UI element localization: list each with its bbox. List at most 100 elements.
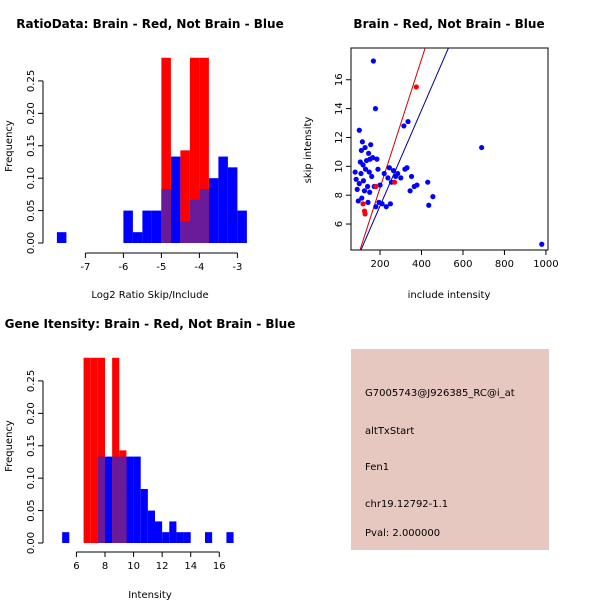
ratio-notbrain-bar-6: [170, 156, 181, 243]
scatter-notbrain-point: [390, 168, 397, 174]
intensity-notbrain-bar-9: [155, 521, 163, 543]
intensity-brain-bar-1: [90, 357, 98, 543]
scatter-x-tick-label: 800: [495, 259, 514, 270]
intensity-notbrain-bar-10: [162, 532, 170, 543]
ratio-y-tick-label: 0.25: [26, 70, 37, 92]
scatter-x-tick-label: 600: [453, 259, 472, 270]
intensity-notbrain-bar-14: [205, 532, 213, 543]
scatter-notbrain-point: [386, 165, 392, 171]
scatter-points: [352, 58, 545, 247]
scatter-notbrain-point: [395, 170, 401, 177]
scatter-brain-point: [373, 183, 379, 190]
scatter-fit-lines: [359, 48, 449, 250]
ratio-notbrain-bar-11: [218, 156, 228, 243]
ratio-y-tick-label: 0.10: [26, 167, 37, 189]
scatter-notbrain-fit-line: [360, 48, 449, 250]
scatter-notbrain-point: [359, 195, 365, 201]
scatter-notbrain-point: [365, 199, 371, 205]
intensity-x-tick-label: 16: [213, 561, 226, 572]
scatter-axes: 200 400 600 800 1000 6 8 10 12 14 16: [334, 73, 559, 270]
scatter-notbrain-point: [358, 147, 364, 154]
intensity-notbrain-bar-5: [126, 456, 134, 543]
intensity-y-tick-label: 0.10: [26, 467, 37, 489]
scatter-notbrain-point: [375, 166, 381, 172]
intensity-notbrain-bar-15: [226, 532, 234, 543]
intensity-brain-bar-3: [112, 357, 120, 543]
intensity-x-tick-label: 8: [102, 561, 108, 572]
intensity-y-tick-label: 0.00: [26, 532, 37, 554]
ratio-x-tick-label: -6: [118, 262, 128, 273]
ratio-notbrain-bar-3: [142, 210, 152, 243]
intensity-overlap-bar-4: [119, 456, 127, 543]
scatter-notbrain-point: [364, 183, 371, 190]
scatter-notbrain-point: [408, 173, 415, 180]
scatter-xlabel: include intensity: [408, 290, 491, 301]
scatter-notbrain-point: [360, 162, 366, 168]
scatter-brain-point: [362, 211, 368, 217]
ratio-histogram-panel: RatioData: Brain - Red, Not Brain - Blue…: [4, 17, 284, 301]
ratio-x-tick-label: -4: [194, 262, 204, 273]
scatter-brain-point: [360, 201, 366, 207]
scatter-notbrain-point: [356, 181, 362, 187]
ratio-notbrain-bar-4: [151, 210, 162, 243]
ratio-notbrain-bar-12: [227, 167, 238, 243]
intensity-notbrain-bar-8: [147, 510, 155, 543]
scatter-notbrain-point: [405, 118, 411, 125]
intensity-histogram-panel: Gene Itensity: Brain - Red, Not Brain - …: [4, 317, 295, 601]
scatter-title: Brain - Red, Not Brain - Blue: [353, 17, 544, 31]
ratio-x-tick-label: -7: [80, 262, 90, 273]
intensity-overlap-bar-1: [97, 456, 105, 543]
intensity-notbrain-bar-12: [176, 532, 184, 543]
scatter-notbrain-point: [414, 182, 420, 188]
intensity-x-tick-label: 12: [156, 561, 169, 572]
intensity-histogram-ylabel: Frequency: [4, 420, 15, 472]
ratio-overlap-bar-8: [189, 199, 200, 243]
scatter-notbrain-point: [361, 188, 368, 194]
ratio-histogram-axes: 0.00 0.05 0.10 0.15 0.20 0.25 -7 -6 -5 -4 -3: [26, 70, 242, 273]
intensity-x-tick-label: 10: [127, 561, 140, 572]
ratio-x-tick-label: -5: [156, 262, 166, 273]
scatter-notbrain-point: [359, 139, 366, 145]
scatter-notbrain-point: [372, 106, 379, 112]
scatter-ylabel: skip intensity: [303, 117, 314, 184]
info-probe-id: G7005743@J926385_RC@i_at: [365, 388, 515, 399]
scatter-notbrain-point: [358, 170, 364, 177]
scatter-notbrain-point: [353, 176, 359, 182]
scatter-notbrain-point: [355, 198, 361, 204]
scatter-notbrain-point: [366, 150, 372, 156]
ratio-histogram-ylabel: Frequency: [4, 120, 15, 172]
scatter-notbrain-point: [430, 194, 436, 200]
intensity-x-tick-label: 6: [73, 561, 79, 572]
scatter-notbrain-point: [426, 202, 432, 208]
scatter-notbrain-point: [425, 179, 431, 185]
scatter-brain-point: [391, 179, 398, 185]
intensity-y-tick-label: 0.20: [26, 402, 37, 424]
scatter-x-tick-label: 400: [412, 259, 431, 270]
scatter-notbrain-point: [539, 241, 545, 247]
intensity-histogram-bars: [62, 357, 234, 543]
intensity-brain-bar-2: [97, 357, 105, 543]
info-gene-name: Fen1: [365, 462, 389, 473]
scatter-y-tick-label: 14: [334, 102, 345, 115]
scatter-notbrain-point: [356, 127, 362, 133]
info-event-type: altTxStart: [365, 426, 414, 437]
scatter-y-tick-label: 10: [334, 160, 345, 173]
scatter-notbrain-point: [404, 165, 410, 171]
ratio-brain-bar-3: [199, 57, 209, 244]
scatter-notbrain-point: [360, 178, 367, 184]
scatter-notbrain-point: [401, 123, 407, 129]
scatter-y-tick-label: 16: [334, 73, 345, 86]
scatter-y-tick-label: 12: [334, 131, 345, 144]
ratio-notbrain-bar-2: [132, 232, 143, 243]
ratio-y-tick-label: 0.15: [26, 135, 37, 157]
scatter-notbrain-point: [479, 144, 485, 151]
scatter-notbrain-point: [354, 186, 360, 192]
intensity-brain-bar-0: [83, 357, 91, 543]
scatter-notbrain-point: [387, 201, 393, 207]
ratio-overlap-bar-5: [161, 188, 171, 243]
ratio-histogram-xlabel: Log2 Ratio Skip/Include: [91, 290, 208, 301]
scatter-notbrain-point: [362, 144, 368, 151]
info-panel-background: [351, 349, 549, 550]
scatter-x-tick-label: 1000: [533, 259, 558, 270]
intensity-overlap-bar-3: [112, 456, 120, 543]
